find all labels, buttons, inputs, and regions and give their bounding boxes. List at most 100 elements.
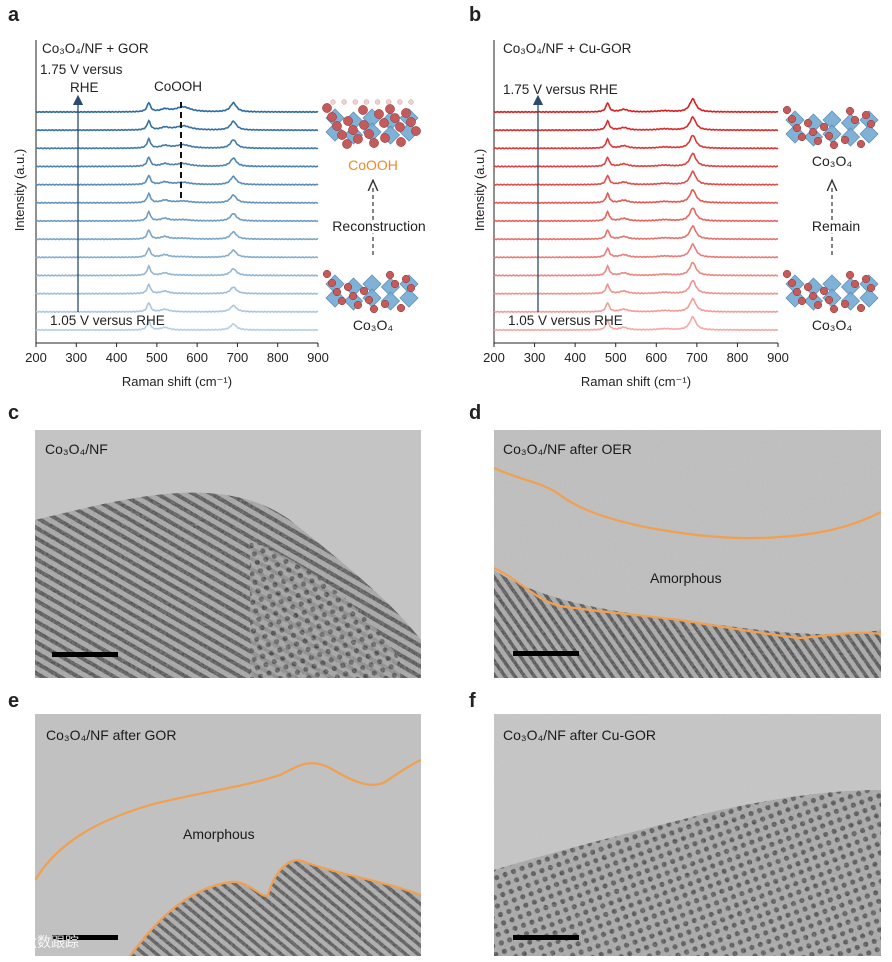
chart-b-xticks: 200 300 400 500 600 700 800 900	[483, 343, 789, 365]
spectrum-line	[493, 261, 779, 277]
chart-a-top-potential-1: 1.75 V versus	[40, 62, 123, 77]
amorphous-label-d: Amorphous	[650, 570, 722, 586]
spectrum-line	[35, 319, 319, 332]
boundary-line-e-upper	[35, 758, 421, 881]
panel-letter-d: d	[469, 402, 482, 424]
chart-b-transition-label: Remain	[812, 218, 860, 234]
o-atom	[369, 138, 379, 148]
o-atom	[390, 113, 400, 123]
o-atom	[845, 106, 855, 116]
co-polyhedron	[859, 124, 879, 144]
h-atom	[352, 99, 358, 105]
xtick-label: 500	[605, 350, 627, 365]
boundary-line-d-upper	[494, 467, 881, 540]
o-atom	[813, 136, 823, 146]
o-atom	[348, 125, 358, 135]
o-atom	[332, 287, 342, 297]
xtick-label: 200	[25, 350, 47, 365]
o-atom	[411, 126, 421, 136]
o-atom	[829, 304, 839, 314]
chart-b-top-potential: 1.75 V versus RHE	[503, 82, 618, 97]
o-atom	[379, 118, 389, 128]
o-atom	[374, 109, 384, 119]
h-atom	[408, 99, 414, 105]
o-atom	[359, 120, 369, 130]
o-atom	[803, 118, 813, 128]
amorphous-label-e: Amorphous	[183, 826, 255, 842]
co-polyhedron	[859, 288, 879, 308]
o-atom	[380, 133, 390, 143]
xtick-label: 200	[483, 350, 505, 365]
o-atom	[343, 282, 353, 292]
panel-letter-f: f	[469, 690, 476, 712]
cooh-structure-image	[322, 99, 421, 149]
o-atom	[385, 104, 395, 114]
spectrum-line	[493, 152, 778, 168]
o-atom	[787, 114, 797, 124]
o-atom	[348, 291, 358, 301]
xtick-label: 900	[307, 350, 329, 365]
o-atom	[401, 274, 411, 284]
o-atom	[787, 278, 797, 288]
o-atom	[808, 127, 818, 137]
spectrum-line	[35, 101, 319, 114]
o-atom	[390, 279, 400, 289]
o-atom	[406, 117, 416, 127]
spectrum-line	[493, 188, 779, 205]
o-atom	[337, 130, 347, 140]
watermark-text: ⑥ 六数跟踪	[6, 935, 80, 951]
spectrum-line	[493, 207, 779, 223]
o-atom	[792, 287, 802, 297]
chart-a-sample-label: Co₃O₄/NF + GOR	[42, 41, 149, 56]
xtick-label: 500	[146, 350, 168, 365]
chart-a-transition-label: Reconstruction	[332, 218, 425, 234]
o-atom	[369, 304, 379, 314]
o-atom	[353, 300, 363, 310]
h-atom	[330, 99, 336, 105]
o-atom	[866, 119, 876, 129]
xtick-label: 400	[106, 350, 128, 365]
o-atom	[819, 122, 829, 132]
o-atom	[850, 115, 860, 125]
xtick-label: 900	[767, 350, 789, 365]
raman-charts: 200 300 400 500 600 700 800 900 Intensity (a.u.…	[12, 40, 879, 389]
o-atom	[861, 110, 871, 120]
tem-label-d: Co₃O₄/NF after OER	[503, 441, 632, 457]
spectrum-line	[493, 115, 779, 132]
co3o4-structure-image-b-top	[782, 105, 879, 150]
o-atom	[856, 139, 866, 149]
o-atom	[327, 278, 337, 288]
o-atom	[808, 291, 818, 301]
chart-a-series	[35, 101, 319, 332]
xtick-label: 600	[186, 350, 208, 365]
o-atom	[396, 137, 406, 147]
spectrum-line	[35, 209, 319, 223]
tem-images	[35, 430, 881, 956]
spectrum-line	[35, 191, 319, 205]
xtick-label: 400	[564, 350, 586, 365]
o-atom	[358, 105, 368, 115]
o-atom	[385, 270, 395, 280]
scale-bar-e	[52, 935, 118, 940]
o-atom	[364, 295, 374, 305]
h-atom	[341, 99, 347, 105]
o-atom	[782, 105, 792, 115]
chart-a-top-structure-label: CoOOH	[348, 157, 398, 173]
chart-a-ylabel: Intensity (a.u.)	[12, 149, 27, 231]
spectrum-line	[493, 242, 779, 259]
spectrum-line	[35, 301, 319, 314]
spectrum-line	[35, 282, 319, 295]
spectrum-line	[35, 136, 319, 150]
tem-label-f: Co₃O₄/NF after Cu-GOR	[503, 727, 656, 743]
o-atom	[813, 300, 823, 310]
o-atom	[395, 122, 405, 132]
tem-image-d	[494, 430, 881, 678]
o-atom	[840, 299, 850, 309]
o-atom	[850, 279, 860, 289]
chart-b: 200 300 400 500 600 700 800 900 Intensity (a.u.…	[472, 40, 879, 389]
o-atom	[406, 283, 416, 293]
o-atom	[332, 121, 342, 131]
o-atom	[856, 303, 866, 313]
spectrum-line	[36, 228, 319, 241]
o-atom	[337, 296, 347, 306]
